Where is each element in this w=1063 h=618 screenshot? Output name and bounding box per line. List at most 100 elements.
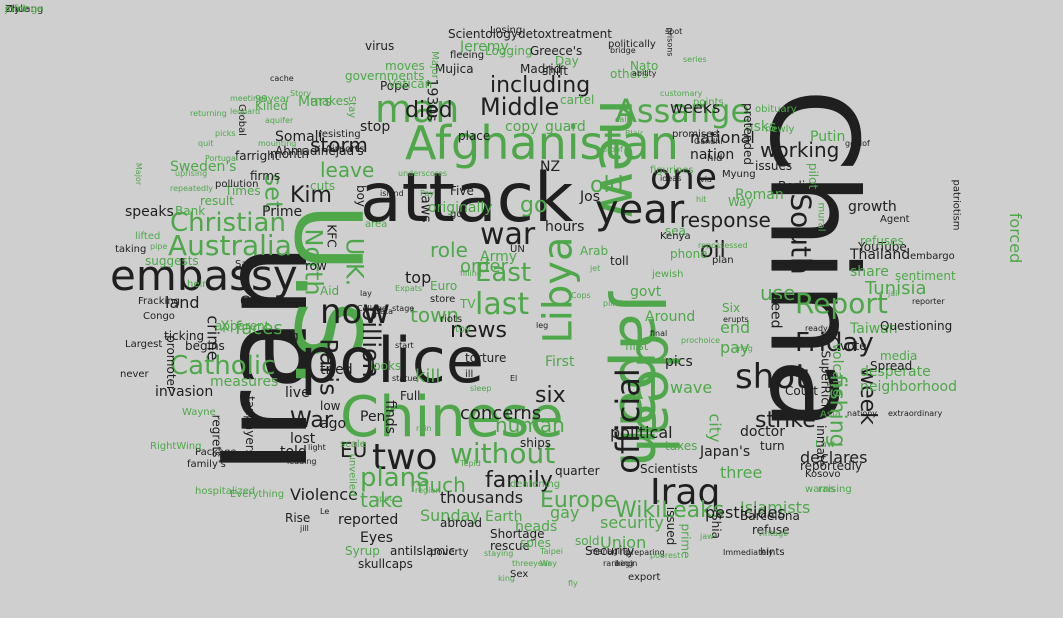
- word-nato: Nato: [630, 59, 659, 73]
- word-police: police: [300, 324, 484, 397]
- word-around: Around: [645, 309, 696, 325]
- word-doctor: doctor: [740, 424, 785, 440]
- word-six: six: [535, 383, 566, 408]
- word-violence: Violence: [290, 485, 358, 504]
- word-volcano: volcano: [829, 342, 846, 398]
- word-region: region: [415, 486, 441, 495]
- word-repeatedly: repeatedly: [170, 184, 214, 193]
- word-tunisia: Tunisia: [865, 278, 927, 299]
- word-looks: looks: [370, 359, 402, 373]
- word-agent: Agent: [880, 214, 910, 225]
- word-scale: scale: [340, 439, 366, 450]
- word-full: Full: [400, 389, 421, 403]
- word-island: island: [380, 189, 404, 198]
- word-major: Major: [134, 162, 144, 186]
- word-five: Five: [450, 184, 474, 198]
- word-scientists: Scientists: [640, 462, 698, 476]
- word-neighborhood: neighborhood: [860, 379, 957, 395]
- word-heads: heads: [515, 519, 558, 535]
- word-refuses: refuses: [860, 234, 904, 248]
- word-eu: EU: [340, 438, 368, 462]
- word-gay: gay: [550, 503, 580, 522]
- word-major: Major: [428, 51, 440, 79]
- word-poorest: poorest: [650, 551, 681, 560]
- word-extraordinary: extraordinary: [888, 409, 943, 418]
- word-scientologydetoxtreatment: Scientologydetoxtreatment: [448, 27, 612, 41]
- word-managing: managing: [590, 547, 631, 556]
- word-joint: joint: [5, 4, 27, 15]
- word-working: working: [760, 138, 840, 162]
- word-repossessed: repossessed: [698, 241, 748, 250]
- word-town: town: [410, 303, 460, 327]
- word-first: first: [625, 339, 649, 353]
- word-staying: staying: [484, 549, 514, 558]
- word-fly: fly: [568, 579, 578, 588]
- word-mars: Mars: [298, 94, 332, 110]
- word-politically: politically: [608, 39, 656, 50]
- word-two: two: [372, 437, 438, 478]
- word-picks: picks: [215, 129, 236, 138]
- word-east: East: [475, 258, 532, 288]
- word-kill: kill: [415, 366, 441, 387]
- word-iraq: Iraq: [650, 472, 721, 513]
- word-refuse: refuse: [752, 523, 790, 537]
- word-bank: Bank: [175, 204, 206, 218]
- word-99year: 99year: [255, 94, 291, 105]
- word-times: Times: [225, 184, 261, 198]
- word-measures: measures: [210, 374, 279, 390]
- word-speaks: speaks: [125, 204, 174, 220]
- word-quit: quit: [198, 139, 214, 148]
- word-antiislamic: antiIslamic: [390, 544, 456, 558]
- word-family: family: [485, 468, 553, 493]
- word-vatican: Vatican: [388, 77, 433, 91]
- word-jos: Jos: [580, 189, 600, 205]
- word-preparing: preparing: [626, 548, 665, 557]
- word-reporter: reporter: [912, 297, 945, 306]
- word-way: Way: [728, 195, 754, 209]
- word-aid: Aid: [320, 284, 340, 298]
- word-order: order: [460, 256, 508, 277]
- word-uprising: uprising: [175, 169, 208, 178]
- word-end: end: [720, 318, 751, 337]
- word-expats: Expats: [395, 284, 423, 293]
- word-chinese: Chinese: [340, 385, 564, 450]
- word-le: Le: [320, 507, 330, 516]
- word-told: told: [280, 444, 307, 460]
- word-human: human: [495, 413, 565, 437]
- word-spot: spot: [665, 27, 683, 36]
- word-abroad: abroad: [440, 516, 482, 530]
- word-begin: begin: [615, 559, 638, 568]
- word-barcelona: Barcelona: [740, 509, 800, 523]
- word-go: go: [520, 193, 548, 218]
- word-thailand: Thailand: [850, 247, 911, 263]
- word-pen: Pen: [360, 409, 386, 425]
- word-filling: filling: [460, 269, 482, 278]
- word-call: call: [615, 115, 629, 124]
- word-embargo: embargo: [910, 251, 955, 262]
- word-believe: believe: [652, 356, 682, 365]
- word-goalof: goalof: [845, 139, 870, 148]
- word-portugal: Portugal: [205, 154, 239, 163]
- word-pics: pics: [665, 354, 693, 370]
- word-torture: torture: [465, 351, 507, 365]
- word-moves: moves: [385, 59, 425, 73]
- word-live: live: [285, 385, 310, 401]
- word-el: El: [510, 374, 518, 383]
- word-regrets: regrets: [209, 414, 224, 458]
- word-area: area: [365, 219, 388, 230]
- word-lost: lost: [290, 431, 316, 447]
- word-without: without: [450, 437, 556, 470]
- word-day: Day: [555, 54, 579, 68]
- word-leopard: leopard: [230, 107, 261, 116]
- word-hid: hid: [707, 153, 723, 164]
- word-cache: cache: [270, 74, 294, 83]
- word-makes: makes: [310, 94, 350, 108]
- word-ill: ill: [465, 369, 474, 380]
- word-toll: toll: [610, 254, 629, 268]
- word-u-k: U.K.: [340, 237, 369, 287]
- word-taxpayers: taxpayers: [242, 396, 257, 456]
- word-jaw: jaw: [700, 532, 714, 541]
- word-stop: stop: [360, 119, 391, 135]
- word-six: Six: [722, 301, 741, 315]
- word-un: UN: [510, 244, 525, 255]
